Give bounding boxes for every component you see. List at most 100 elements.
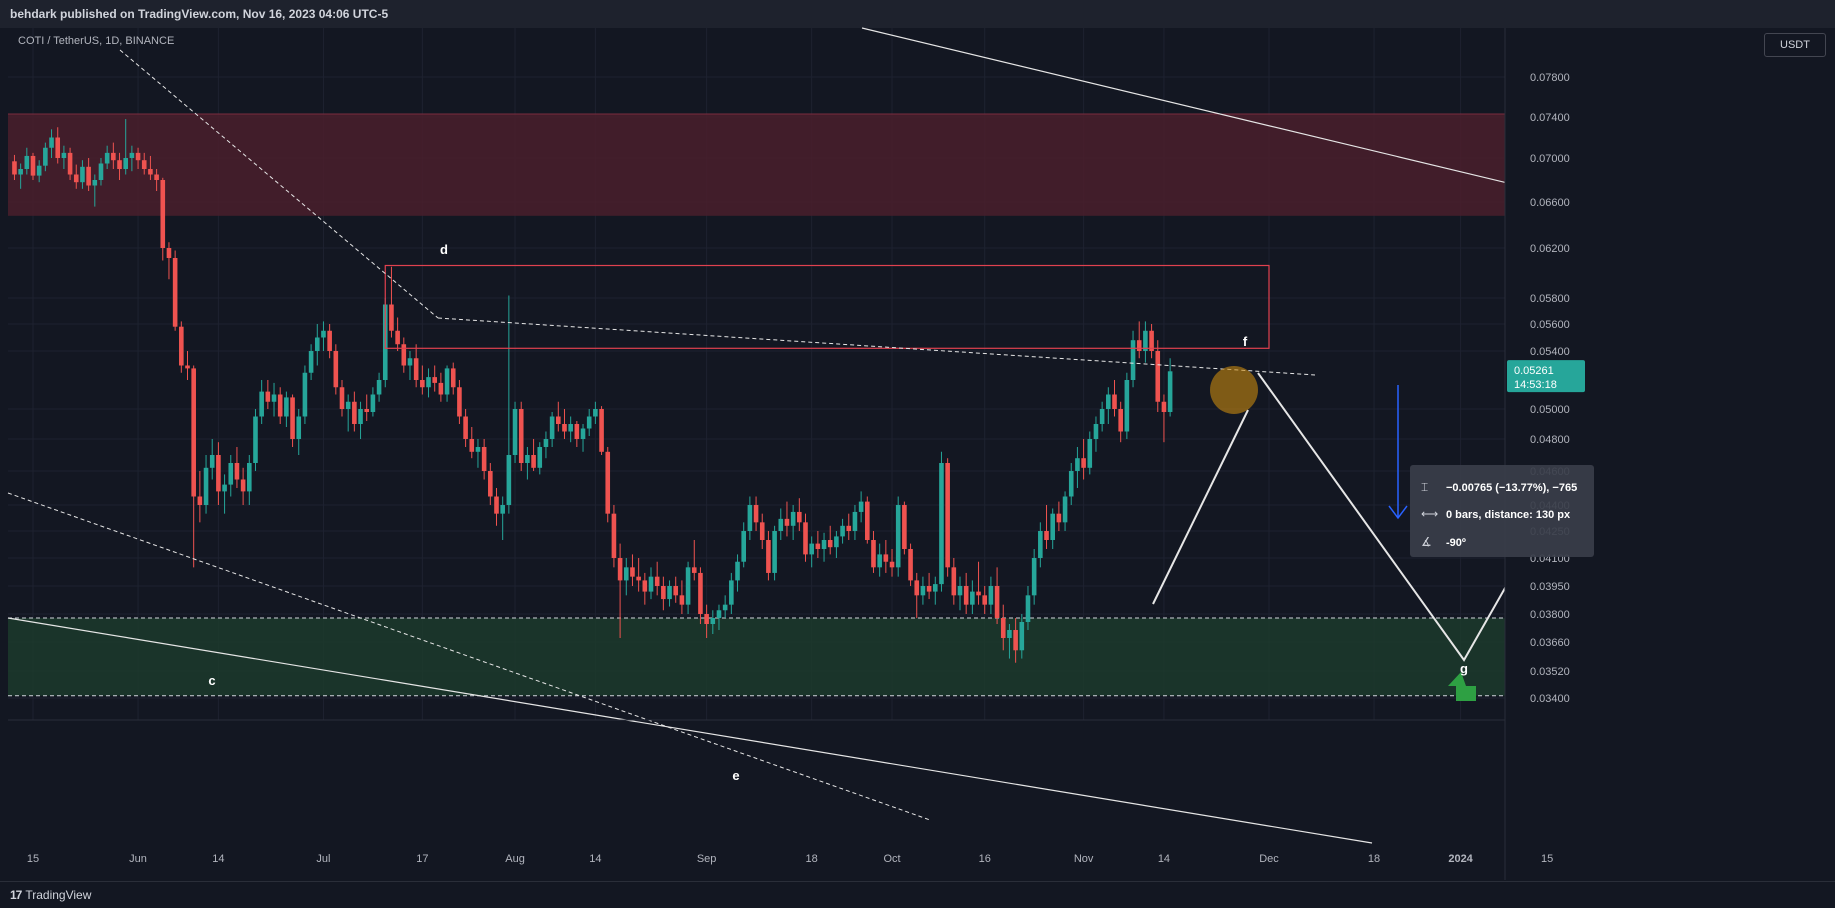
- candle: [1007, 624, 1012, 659]
- candle: [630, 554, 635, 586]
- candle-body: [1044, 531, 1049, 540]
- candle: [827, 525, 833, 555]
- x-tick-label: 14: [1158, 853, 1170, 865]
- candle-body: [265, 391, 271, 402]
- candle-body: [1099, 409, 1105, 424]
- candle: [852, 505, 858, 540]
- price-badge-bg: [1507, 360, 1585, 393]
- currency-button[interactable]: USDT: [1764, 33, 1826, 57]
- x-tick-label: 18: [1368, 853, 1380, 865]
- candle-body: [698, 572, 703, 614]
- candle-body: [160, 180, 166, 248]
- candle-body: [432, 377, 437, 383]
- candle: [290, 394, 295, 447]
- candle: [623, 558, 629, 596]
- y-tick-label: 0.06200: [1530, 243, 1570, 255]
- chart-svg[interactable]: cdefgF 0.078000.074000.070000.066000.062…: [0, 0, 1835, 880]
- down-arrow-head: [1388, 505, 1408, 520]
- candle: [704, 604, 709, 638]
- candle-body: [549, 416, 555, 439]
- candle: [1161, 394, 1167, 443]
- candle-body: [691, 567, 697, 573]
- candle: [994, 567, 1000, 624]
- candle: [265, 380, 271, 409]
- candle: [932, 576, 938, 605]
- candle: [135, 147, 141, 169]
- candle: [1068, 463, 1074, 505]
- candle-body: [55, 137, 61, 158]
- candle-body: [18, 169, 23, 175]
- candle: [271, 382, 277, 417]
- candle: [438, 372, 444, 402]
- candle: [1075, 447, 1080, 488]
- candle-body: [858, 501, 864, 512]
- candle: [1130, 330, 1136, 388]
- candle: [759, 513, 765, 549]
- candle-body: [741, 531, 746, 562]
- candle-body: [827, 540, 833, 548]
- candle-body: [1149, 330, 1154, 351]
- candle: [574, 421, 580, 447]
- candle-body: [253, 416, 258, 463]
- wave-label-c: c: [208, 673, 215, 688]
- candle: [1081, 439, 1086, 480]
- candle-body: [772, 531, 777, 573]
- candle: [939, 451, 944, 592]
- candle-body: [1050, 513, 1055, 540]
- candle-body: [790, 511, 796, 526]
- tradingview-logo[interactable]: 17 TradingView: [10, 888, 91, 902]
- candle: [1044, 505, 1049, 549]
- candle-body: [1019, 622, 1025, 651]
- candle-body: [1056, 513, 1062, 523]
- candle: [197, 471, 203, 523]
- candle-body: [481, 447, 487, 471]
- candle: [117, 152, 122, 180]
- y-tick-label: 0.05000: [1530, 404, 1570, 416]
- candle-body: [1000, 618, 1006, 638]
- candle: [179, 321, 184, 373]
- y-tick-label: 0.05600: [1530, 319, 1570, 331]
- candle: [976, 561, 981, 605]
- candle: [735, 554, 740, 592]
- candle-body: [111, 152, 116, 161]
- candle-body: [920, 586, 926, 596]
- candle-body: [302, 372, 308, 417]
- candle-body: [49, 137, 54, 148]
- candle-body: [1161, 401, 1167, 412]
- candle-body: [611, 513, 617, 558]
- candle: [469, 427, 475, 459]
- candle: [209, 439, 215, 480]
- candle-body: [642, 580, 648, 592]
- candle-body: [358, 409, 363, 424]
- candle-body: [599, 409, 604, 452]
- candle: [203, 455, 209, 514]
- candle-body: [308, 351, 314, 373]
- dashed-line-d-f: [437, 317, 1316, 376]
- candle-body: [73, 174, 79, 183]
- candle-body: [661, 586, 666, 600]
- candle: [963, 572, 969, 614]
- candle: [1056, 501, 1062, 531]
- candle-body: [191, 368, 196, 497]
- candle: [580, 424, 586, 452]
- candle: [1143, 321, 1148, 363]
- candle: [525, 447, 530, 480]
- candle-body: [277, 394, 283, 417]
- candle-body: [395, 330, 400, 345]
- candle: [1025, 586, 1031, 630]
- candle-body: [673, 586, 679, 596]
- candle: [871, 531, 876, 573]
- candle-body: [488, 471, 493, 497]
- candle-body: [352, 401, 357, 424]
- candle-body: [407, 358, 413, 366]
- candle-body: [290, 397, 295, 439]
- candle: [1050, 508, 1055, 549]
- highlight-circle: [1210, 366, 1258, 414]
- candle: [790, 505, 796, 540]
- candle: [593, 401, 598, 424]
- candle-body: [797, 511, 802, 523]
- candle: [457, 380, 462, 424]
- candle-body: [759, 522, 765, 540]
- x-tick-label: Dec: [1259, 853, 1279, 865]
- wave-label-e: e: [732, 768, 739, 783]
